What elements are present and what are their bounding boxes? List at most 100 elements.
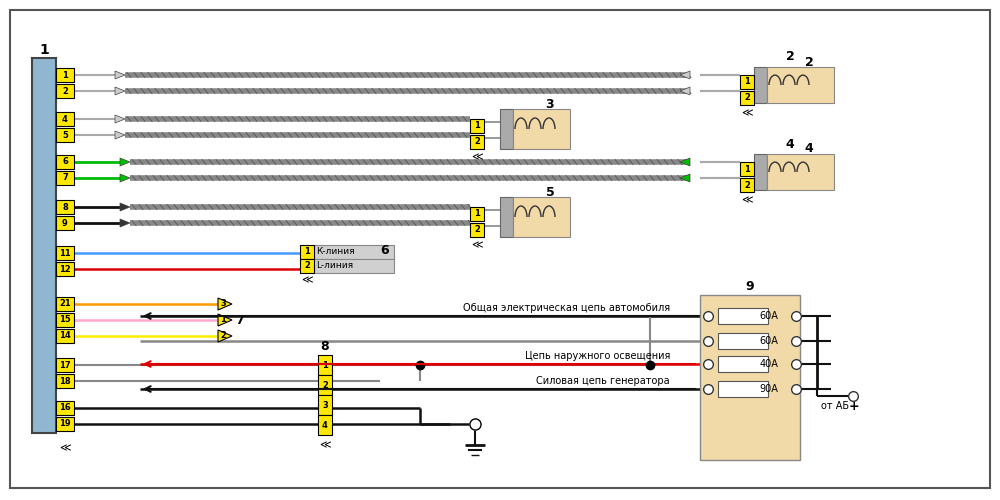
Text: 6: 6 [380,244,389,256]
Text: 2: 2 [744,180,750,190]
Polygon shape [680,158,690,166]
Text: ≪: ≪ [59,443,71,453]
Bar [318,395,332,415]
Text: ≪: ≪ [741,108,753,118]
Bar [56,262,74,276]
Text: ≪: ≪ [471,240,483,250]
Text: 2: 2 [322,380,328,390]
Text: 2: 2 [786,50,794,64]
Text: 8: 8 [62,202,68,211]
Bar [314,259,394,273]
Bar [314,245,394,259]
Polygon shape [680,71,690,79]
Text: 2: 2 [220,332,226,340]
Text: 7: 7 [62,174,68,182]
Bar [318,375,332,395]
Text: 16: 16 [59,404,71,412]
Bar [56,313,74,327]
Text: 2: 2 [744,94,750,102]
Text: 15: 15 [59,316,71,324]
Text: ≪: ≪ [301,275,313,285]
Text: 1: 1 [39,43,49,57]
Bar [500,197,513,237]
Bar [740,91,754,105]
Polygon shape [120,158,130,166]
Text: 9: 9 [62,218,68,228]
Bar [318,355,332,375]
Bar [513,109,570,149]
Text: Общая электрическая цепь автомобиля: Общая электрическая цепь автомобиля [463,303,670,313]
Bar [56,112,74,126]
Bar [754,154,767,190]
Text: 4: 4 [805,142,813,156]
Text: 3: 3 [220,300,226,308]
Text: 4: 4 [322,420,328,430]
Text: 2: 2 [304,262,310,270]
Text: 17: 17 [59,360,71,370]
Bar [300,259,314,273]
Bar [56,401,74,415]
Polygon shape [218,330,232,342]
Bar [56,200,74,214]
Text: К-линия: К-линия [316,248,355,256]
Bar [318,415,332,435]
Text: 3: 3 [322,400,328,409]
Polygon shape [680,87,690,95]
Text: ≪: ≪ [741,195,753,205]
Bar [56,329,74,343]
Text: 1: 1 [474,122,480,130]
Bar [470,135,484,149]
Bar [56,417,74,431]
Text: 40A: 40A [759,359,778,369]
Bar [56,171,74,185]
Bar [740,178,754,192]
Bar [56,84,74,98]
Bar [56,297,74,311]
Polygon shape [120,174,130,182]
Text: 2: 2 [62,86,68,96]
Bar [300,245,314,259]
Bar [740,162,754,176]
Polygon shape [115,131,125,139]
Bar [718,333,768,349]
Text: 18: 18 [59,376,71,386]
Bar [56,374,74,388]
Polygon shape [115,71,125,79]
Text: 3: 3 [546,98,554,110]
Text: ≪: ≪ [319,440,331,450]
Text: 90A: 90A [759,384,778,394]
Text: 11: 11 [59,248,71,258]
Bar [56,358,74,372]
Text: Цепь наружного освещения: Цепь наружного освещения [525,351,670,361]
Bar [700,295,800,460]
Bar [718,356,768,372]
Bar [56,216,74,230]
Bar [56,155,74,169]
Bar [740,75,754,89]
Text: ≪: ≪ [471,152,483,162]
Text: 21: 21 [59,300,71,308]
Text: 2: 2 [474,138,480,146]
Bar [513,197,570,237]
Text: 14: 14 [59,332,71,340]
Bar [56,246,74,260]
Text: 60A: 60A [759,311,778,321]
Text: 60A: 60A [759,336,778,346]
Bar [470,223,484,237]
Text: 6: 6 [62,158,68,166]
Bar [470,207,484,221]
Text: 9: 9 [746,280,754,293]
Polygon shape [120,203,130,211]
Text: 1: 1 [744,164,750,173]
Bar [500,109,513,149]
Text: L-линия: L-линия [316,262,353,270]
Text: 2: 2 [805,56,813,68]
Polygon shape [218,298,232,310]
Text: 19: 19 [59,420,71,428]
Text: 1: 1 [304,248,310,256]
Bar [767,67,834,103]
Polygon shape [115,87,125,95]
Text: 1: 1 [62,70,68,80]
Text: 4: 4 [62,114,68,124]
Bar [56,128,74,142]
